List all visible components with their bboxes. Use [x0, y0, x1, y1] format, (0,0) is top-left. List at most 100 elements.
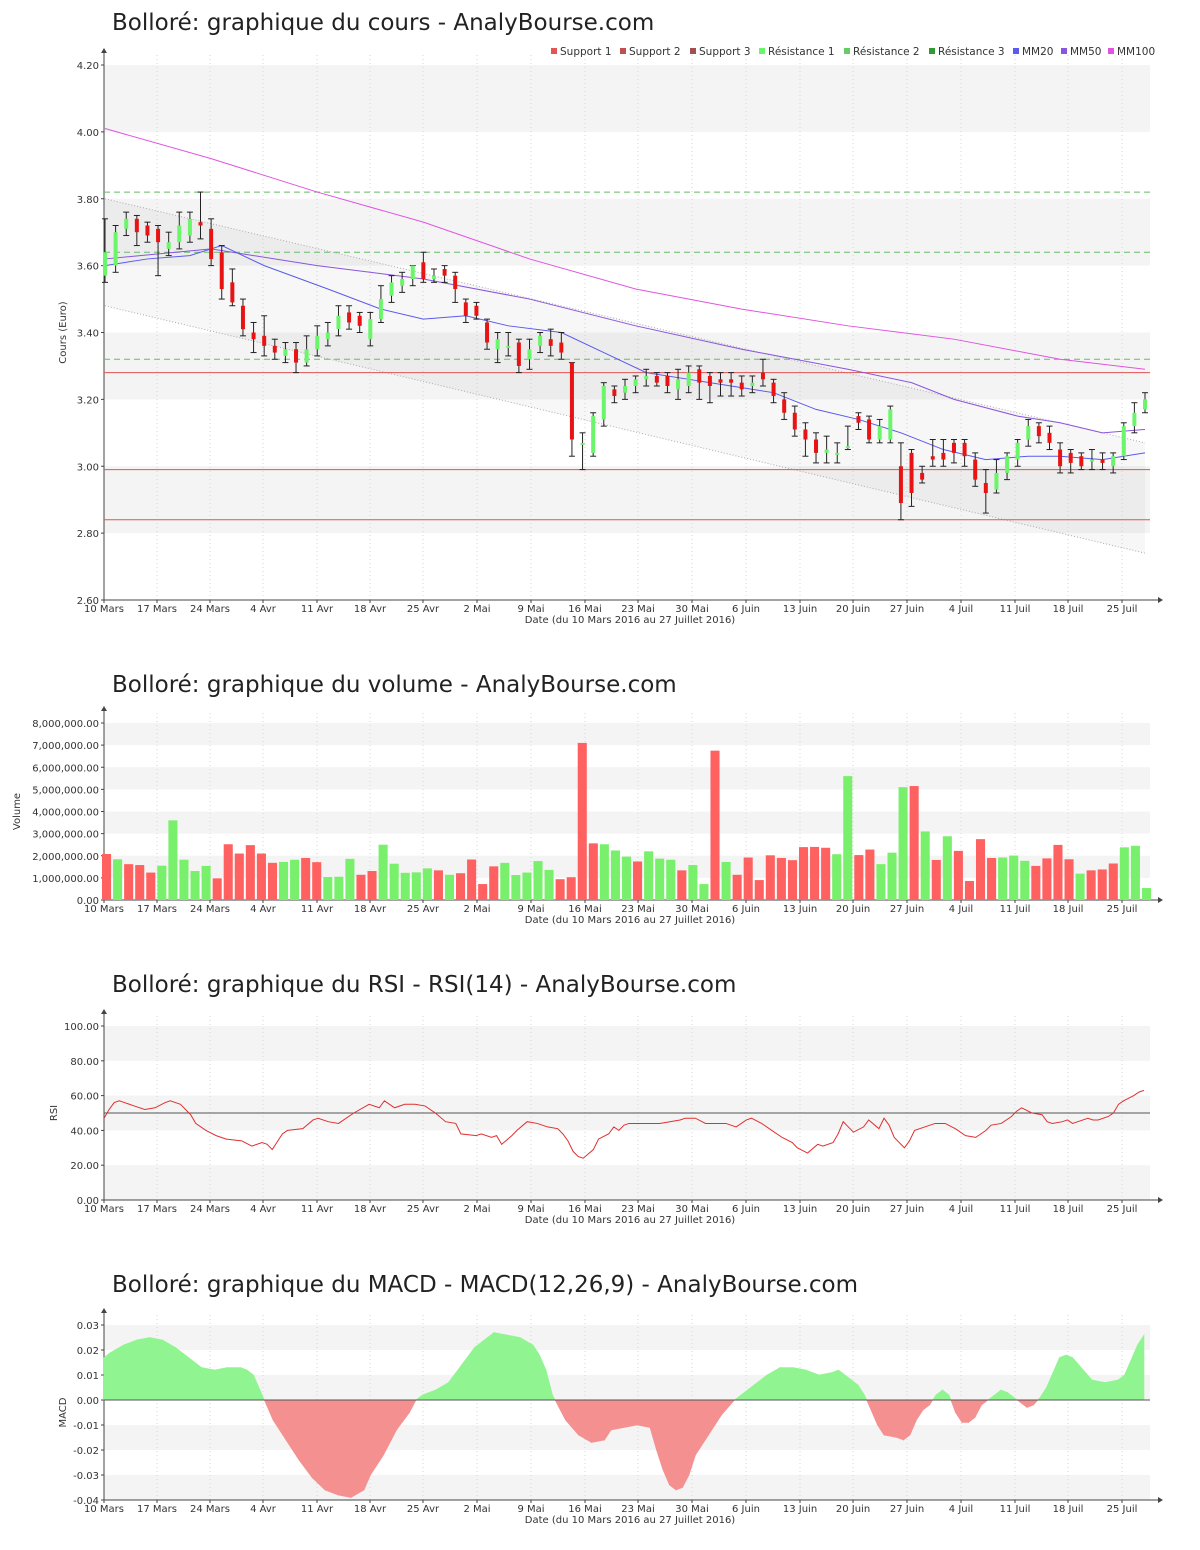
price-legend-swatch: [929, 48, 935, 54]
volume-bar: [1020, 860, 1030, 900]
macd-ytick-label: 0.02: [77, 1346, 99, 1357]
macd-grid-band: [104, 1325, 1150, 1350]
volume-xtick-label: 11 Juil: [1000, 904, 1031, 915]
volume-ytick-label: 3,000,000.00: [32, 830, 99, 841]
volume-bar: [279, 861, 289, 900]
price-candle-body: [124, 218, 129, 229]
volume-bar: [533, 861, 543, 900]
macd-negative-area: [1020, 1399, 1028, 1409]
price-candle-body: [771, 382, 776, 397]
price-ytick-label: 3.00: [77, 462, 99, 473]
volume-bar: [422, 868, 432, 900]
price-candle-body: [431, 275, 436, 279]
macd-ytick-label: -0.04: [73, 1496, 99, 1507]
volume-xtick-label: 11 Avr: [301, 904, 334, 915]
rsi-xtick-label: 4 Avr: [250, 1204, 277, 1215]
price-candle-body: [527, 349, 532, 360]
volume-bar: [1108, 863, 1118, 900]
volume-bar: [489, 866, 499, 900]
macd-positive-area: [1059, 1354, 1067, 1401]
price-candle-body: [1068, 452, 1073, 463]
price-y-axis-label: Cours (Euro): [58, 301, 69, 364]
volume-bar: [400, 872, 410, 900]
price-y-axis-arrow: [101, 48, 107, 53]
price-xtick-label: 18 Avr: [354, 604, 387, 615]
macd-positive-area: [519, 1336, 534, 1401]
volume-bar: [810, 846, 820, 900]
macd-negative-area: [929, 1399, 934, 1407]
volume-bar: [798, 847, 809, 900]
volume-bar: [124, 864, 134, 900]
rsi-xtick-label: 25 Juil: [1107, 1204, 1138, 1215]
macd-negative-area: [623, 1399, 638, 1428]
volume-bar: [1053, 844, 1063, 900]
volume-xtick-label: 2 Mai: [463, 904, 490, 915]
rsi-xtick-label: 25 Avr: [407, 1204, 440, 1215]
macd-xtick-label: 23 Mai: [621, 1504, 654, 1515]
volume-bar: [102, 853, 112, 900]
volume-bar: [599, 844, 609, 900]
macd-positive-area: [838, 1369, 846, 1401]
volume-bar: [179, 859, 189, 900]
macd-ytick-label: -0.03: [73, 1471, 99, 1482]
price-candle-body: [824, 449, 829, 453]
price-xtick-label: 27 Juin: [890, 604, 924, 615]
price-candle-body: [463, 302, 468, 316]
volume-bar: [699, 884, 709, 900]
price-candle-body: [983, 482, 988, 493]
price-candle-body: [559, 342, 564, 353]
volume-y-axis-label: Volume: [12, 793, 23, 830]
volume-x-axis-arrow: [1158, 897, 1163, 903]
price-candle-body: [1111, 456, 1116, 467]
volume-bar: [301, 857, 311, 900]
macd-xtick-label: 24 Mars: [190, 1504, 230, 1515]
volume-ytick-label: 5,000,000.00: [32, 785, 99, 796]
macd-xtick-label: 17 Mars: [137, 1504, 177, 1515]
price-candle-body: [325, 332, 330, 340]
price-candle-body: [336, 315, 341, 330]
volume-bar: [467, 859, 477, 900]
price-candle-body: [1132, 412, 1137, 427]
volume-xtick-label: 20 Juin: [836, 904, 870, 915]
macd-negative-area: [370, 1399, 384, 1477]
rsi-ytick-label: 20.00: [70, 1161, 99, 1172]
price-channel-upper-line: [104, 198, 1146, 444]
volume-x-axis-label: Date (du 10 Mars 2016 au 27 Juillet 2016…: [525, 915, 736, 926]
price-candle-body: [219, 252, 224, 290]
macd-positive-area: [246, 1369, 254, 1401]
price-mm50-line: [104, 248, 1146, 434]
volume-xtick-label: 18 Avr: [354, 904, 387, 915]
macd-negative-area: [950, 1399, 956, 1413]
price-candle-body: [633, 379, 638, 386]
volume-bar: [854, 855, 864, 900]
volume-bar: [633, 861, 643, 900]
price-candle-body: [198, 222, 203, 226]
macd-positive-area: [1072, 1356, 1080, 1401]
price-candle-body: [177, 225, 182, 243]
volume-bar: [135, 865, 145, 900]
rsi-xtick-label: 11 Juil: [1000, 1204, 1031, 1215]
macd-grid-band: [104, 1375, 1150, 1400]
macd-positive-area: [1065, 1354, 1073, 1401]
price-xtick-label: 24 Mars: [190, 604, 230, 615]
macd-ytick-label: -0.02: [73, 1446, 99, 1457]
rsi-chart-title: Bolloré: graphique du RSI - RSI(14) - An…: [112, 972, 737, 998]
macd-negative-area: [610, 1399, 625, 1431]
macd-xtick-label: 13 Juin: [783, 1504, 817, 1515]
macd-negative-area: [1033, 1399, 1039, 1406]
volume-bar: [754, 880, 764, 900]
rsi-line: [103, 1089, 1145, 1159]
macd-xtick-label: 6 Juin: [732, 1504, 760, 1515]
price-candle-body: [251, 332, 256, 340]
macd-positive-area: [474, 1336, 488, 1401]
macd-positive-area: [792, 1367, 807, 1401]
volume-bar: [1086, 870, 1096, 900]
price-candle-body: [920, 472, 925, 480]
volume-bar: [378, 844, 388, 900]
price-xtick-label: 17 Mars: [137, 604, 177, 615]
volume-bar: [688, 865, 698, 900]
rsi-xtick-label: 13 Juin: [783, 1204, 817, 1215]
macd-xtick-label: 11 Juil: [1000, 1504, 1031, 1515]
price-xtick-label: 13 Juin: [783, 604, 817, 615]
price-candle-body: [230, 282, 235, 303]
